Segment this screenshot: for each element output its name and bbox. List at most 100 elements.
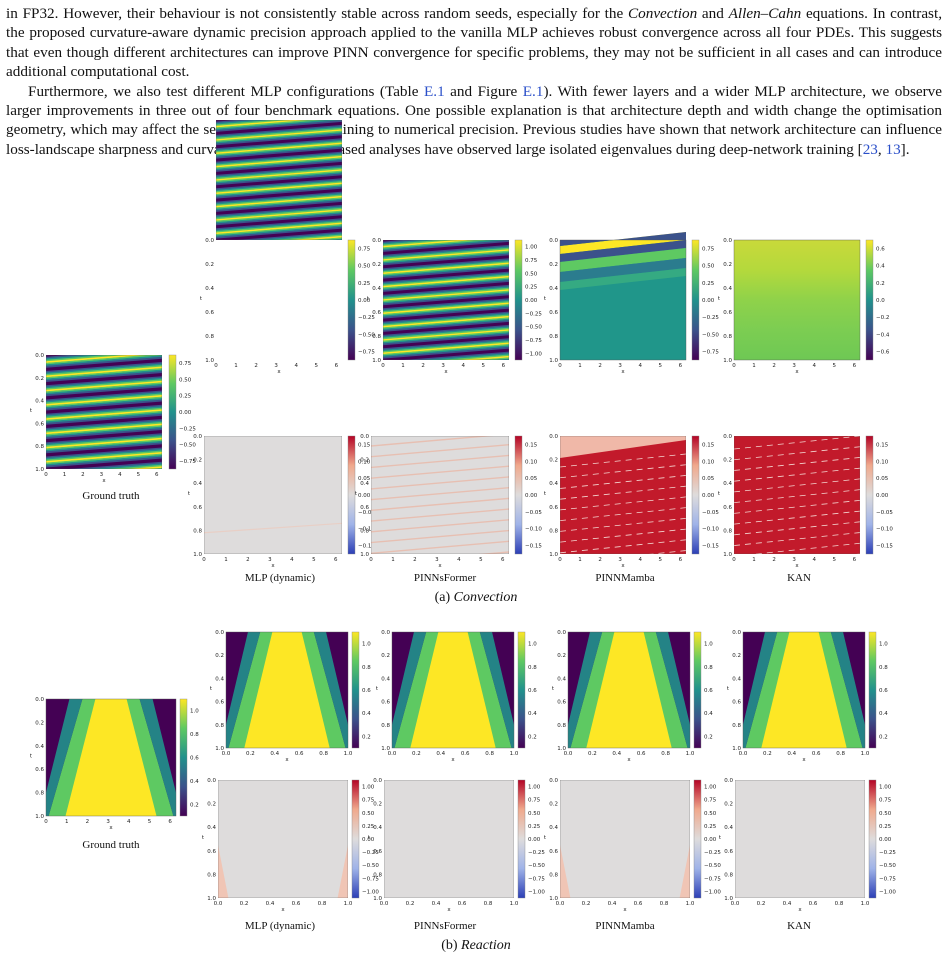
tick-label: 2 xyxy=(598,363,602,369)
text-span: Convection xyxy=(628,5,698,22)
tick-label: 0.4 xyxy=(205,286,214,292)
colorbar-tick: 0.75 xyxy=(879,798,892,804)
tick-label: 0.0 xyxy=(205,238,214,244)
colorbar-tick: 1.0 xyxy=(879,642,888,648)
tick-label: 0.6 xyxy=(723,310,732,316)
colorbar-tick: 0.2 xyxy=(879,734,888,740)
colorbar-tick: −0.15 xyxy=(876,544,893,550)
tick-label: 0.6 xyxy=(360,505,369,511)
tick-label: 0.4 xyxy=(432,901,441,907)
tick-label: 0 xyxy=(381,363,385,369)
colorbar-tick: 0.75 xyxy=(358,247,371,253)
tick-label: 0.0 xyxy=(35,353,44,359)
tick-label: 0.8 xyxy=(485,751,494,757)
tick-label: 6 xyxy=(853,363,857,369)
tick-label: 0.6 xyxy=(458,901,467,907)
text-span: Allen–Cahn xyxy=(728,5,802,22)
figure-link[interactable]: E.1 xyxy=(522,82,544,100)
colorbar-tick: 1.0 xyxy=(528,642,537,648)
colorbar-tick: 0.15 xyxy=(358,442,371,448)
model-caption-pinnmamba-b: PINNMamba xyxy=(595,920,655,932)
colorbar-tick: 0.2 xyxy=(362,734,371,740)
colorbar-tick: −0.6 xyxy=(876,349,890,355)
citation-link[interactable]: 23 xyxy=(862,140,878,158)
colorbar-tick: 0.6 xyxy=(879,688,888,694)
tick-label: 0.8 xyxy=(35,444,44,450)
tick-label: 6 xyxy=(679,557,683,563)
model-caption-pinnsformer-a: PINNsFormer xyxy=(413,572,477,584)
tick-label: 1.0 xyxy=(35,814,44,820)
tick-label: 0.8 xyxy=(549,334,558,340)
colorbar-kan-convection-error xyxy=(865,435,874,555)
model-caption-kan-a: KAN xyxy=(787,572,811,584)
axis-label: t xyxy=(544,296,547,302)
tick-label: 0.6 xyxy=(461,751,470,757)
tick-label: 6 xyxy=(853,557,857,563)
tick-label: 0.0 xyxy=(731,901,740,907)
kan-reaction-prediction xyxy=(742,631,866,749)
axis-label: t xyxy=(544,491,547,497)
text-span: equations. In contrast, the proposed cur… xyxy=(6,5,942,81)
tick-label: 0.2 xyxy=(757,901,766,907)
tick-label: 0.6 xyxy=(637,751,646,757)
mlp-reaction-prediction xyxy=(225,631,349,749)
tick-label: 6 xyxy=(155,472,159,478)
tick-label: 1 xyxy=(752,557,756,563)
colorbar-tick: −0.25 xyxy=(179,426,196,432)
tick-label: 3 xyxy=(618,557,622,563)
tick-label: 0.4 xyxy=(608,901,617,907)
tick-label: 1.0 xyxy=(686,901,695,907)
colorbar-mlp-reaction-error xyxy=(351,779,360,899)
tick-label: 0.2 xyxy=(732,653,741,659)
tick-label: 0.4 xyxy=(549,286,558,292)
tick-label: 0.0 xyxy=(193,434,202,440)
colorbar-tick: −0.25 xyxy=(702,315,719,321)
text-span: and xyxy=(697,5,724,22)
tick-label: 1.0 xyxy=(861,901,870,907)
tick-label: 0.8 xyxy=(319,751,328,757)
tick-label: 0.8 xyxy=(35,791,44,797)
tick-label: 2 xyxy=(598,557,602,563)
axis-label: t xyxy=(355,491,358,497)
tick-label: 0.0 xyxy=(215,630,224,636)
tick-label: 0.4 xyxy=(787,751,796,757)
colorbar-tick: −1.00 xyxy=(525,351,542,357)
tick-label: 0.0 xyxy=(372,238,381,244)
colorbar-tick: 1.00 xyxy=(704,785,717,791)
tick-label: 1.0 xyxy=(549,896,558,902)
colorbar-tick: 0.25 xyxy=(179,394,192,400)
tick-label: 0.2 xyxy=(723,458,732,464)
table-link[interactable]: E.1 xyxy=(424,82,445,100)
tick-label: 0.6 xyxy=(723,505,732,511)
colorbar-tick: 0.00 xyxy=(879,837,892,843)
tick-label: 5 xyxy=(833,557,837,563)
axis-label: t xyxy=(188,491,191,497)
colorbar-tick: −0.2 xyxy=(876,315,889,321)
tick-label: 0.0 xyxy=(373,778,382,784)
citation-link[interactable]: 13 xyxy=(885,140,901,158)
tick-label: 0.6 xyxy=(809,901,818,907)
tick-label: 6 xyxy=(679,363,683,369)
colorbar-tick: 0.00 xyxy=(179,410,192,416)
tick-label: 0.6 xyxy=(549,849,558,855)
colorbar-tick: 0.50 xyxy=(704,811,717,817)
kan-convection-prediction xyxy=(733,239,861,361)
colorbar-tick: 0.05 xyxy=(525,476,538,482)
colorbar-mlp-convection xyxy=(347,239,356,361)
axis-label: x xyxy=(444,369,448,375)
tick-label: 0.4 xyxy=(612,751,621,757)
colorbar-mlp-convection-error xyxy=(347,435,356,555)
tick-label: 3 xyxy=(618,363,622,369)
colorbar-tick: 0.50 xyxy=(528,811,541,817)
tick-label: 0.8 xyxy=(549,528,558,534)
tick-label: 2 xyxy=(421,363,425,369)
colorbar-tick: −0.50 xyxy=(879,863,896,869)
tick-label: 5 xyxy=(137,472,141,478)
colorbar-tick: −0.05 xyxy=(876,510,893,516)
model-caption-mlp-b: MLP (dynamic) xyxy=(244,920,316,932)
tick-label: 0.4 xyxy=(381,676,390,682)
text-span: ]. xyxy=(900,140,910,158)
colorbar-tick: 0.10 xyxy=(702,459,715,465)
tick-label: 3 xyxy=(106,819,110,825)
